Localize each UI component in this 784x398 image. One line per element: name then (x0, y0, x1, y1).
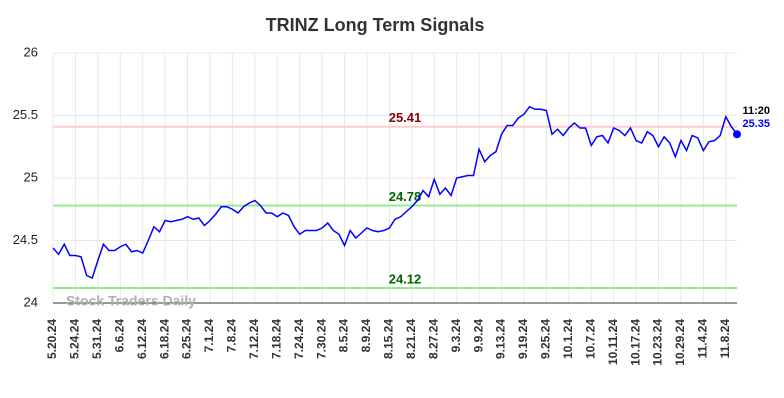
x-tick-label: 8.21.24 (404, 319, 418, 359)
x-tick-label: 8.9.24 (359, 319, 373, 353)
x-tick-label: 9.13.24 (494, 319, 508, 359)
y-tick-label: 26 (24, 44, 38, 59)
x-tick-label: 7.18.24 (269, 319, 283, 359)
x-tick-label: 6.12.24 (135, 319, 149, 359)
x-tick-label: 7.24.24 (292, 319, 306, 359)
price-line (52, 105, 738, 280)
signal-label: 24.12 (389, 271, 422, 286)
x-tick-label: 8.15.24 (382, 319, 396, 359)
last-value: 25.35 (742, 118, 770, 130)
x-tick-label: 7.12.24 (247, 319, 261, 359)
x-tick-label: 10.29.24 (673, 319, 687, 366)
x-tick-label: 9.25.24 (539, 319, 553, 359)
y-tick-label: 24 (24, 294, 38, 309)
x-tick-label: 9.3.24 (449, 319, 463, 353)
chart-title: TRINZ Long Term Signals (266, 15, 485, 35)
watermark: Stock Traders Daily (66, 293, 196, 309)
x-tick-label: 7.8.24 (225, 319, 239, 353)
x-tick-label: 10.11.24 (606, 319, 620, 365)
x-tick-label: 7.30.24 (314, 319, 328, 359)
x-tick-label: 10.7.24 (583, 319, 597, 359)
x-tick-label: 5.31.24 (90, 319, 104, 359)
x-tick-label: 7.1.24 (202, 319, 216, 353)
x-tick-label: 6.18.24 (157, 319, 171, 359)
x-tick-label: 5.24.24 (68, 319, 82, 359)
x-tick-label: 10.23.24 (651, 319, 665, 366)
x-tick-label: 5.20.24 (45, 319, 59, 359)
signal-label: 25.41 (389, 110, 422, 125)
x-tick-label: 6.6.24 (112, 319, 126, 353)
x-tick-label: 6.25.24 (180, 319, 194, 359)
last-time: 11:20 (742, 105, 770, 117)
y-tick-label: 25 (24, 169, 38, 184)
last-point (733, 130, 741, 139)
y-tick-label: 25.5 (13, 107, 38, 122)
signal-label: 24.78 (389, 189, 422, 204)
y-tick-label: 24.5 (13, 232, 38, 247)
x-tick-label: 10.1.24 (561, 319, 575, 359)
x-tick-label: 11.4.24 (696, 319, 710, 359)
x-tick-label: 10.17.24 (628, 319, 642, 366)
x-tick-label: 9.9.24 (471, 319, 485, 353)
x-tick-label: 9.19.24 (516, 319, 530, 359)
x-tick-label: 8.5.24 (337, 319, 351, 353)
x-tick-label: 8.27.24 (426, 319, 440, 359)
x-tick-label: 11.8.24 (718, 319, 732, 359)
